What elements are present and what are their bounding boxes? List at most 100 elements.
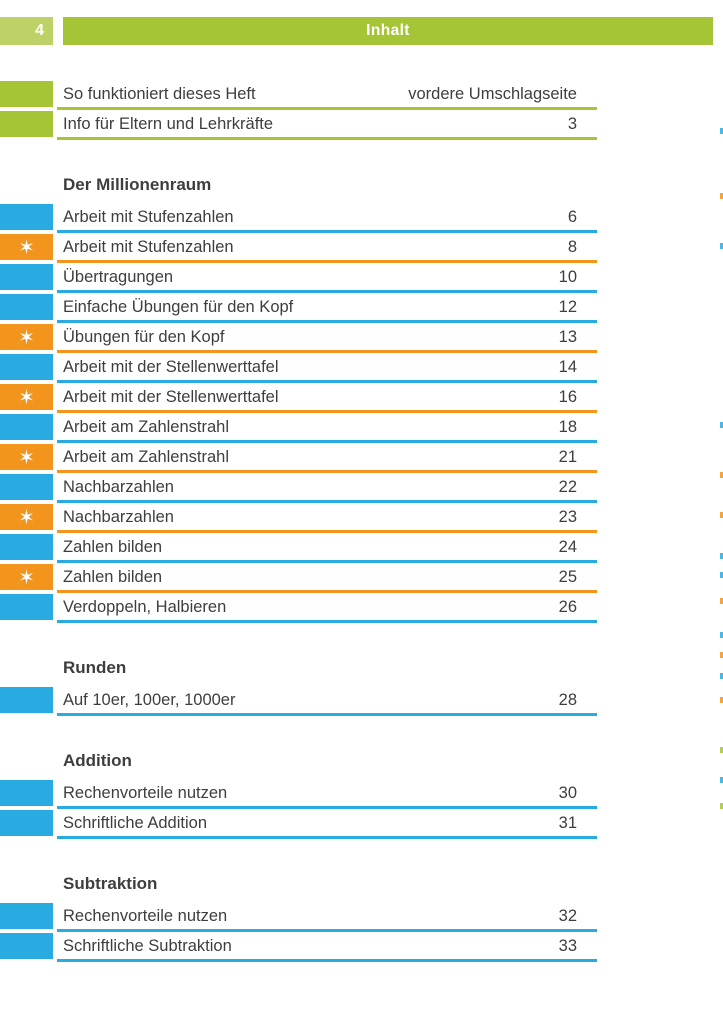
row-underline bbox=[57, 137, 597, 140]
row-tab: ✶ bbox=[0, 444, 53, 470]
row-label: Übungen für den Kopf bbox=[63, 328, 225, 346]
toc-row: So funktioniert dieses Heft vordere Umsc… bbox=[0, 81, 597, 111]
section-title: Der Millionenraum bbox=[63, 175, 212, 194]
row-tab bbox=[0, 204, 53, 230]
toc-row: Auf 10er, 100er, 1000er 28 bbox=[0, 687, 597, 717]
row-tab bbox=[0, 933, 53, 959]
section-title: Runden bbox=[63, 658, 127, 677]
row-page-number: 3 bbox=[567, 115, 577, 133]
section-rows: Rechenvorteile nutzen 32 Schriftliche Su… bbox=[0, 903, 597, 963]
section-title: Addition bbox=[63, 751, 132, 770]
row-label: So funktioniert dieses Heft bbox=[63, 85, 256, 103]
row-underline bbox=[57, 350, 597, 353]
page-number: 4 bbox=[35, 22, 44, 39]
star-icon: ✶ bbox=[18, 565, 35, 589]
toc-row: ✶ Arbeit am Zahlenstrahl 21 bbox=[0, 444, 597, 474]
row-underline bbox=[57, 107, 597, 110]
row-label: Arbeit am Zahlenstrahl bbox=[63, 418, 229, 436]
star-icon: ✶ bbox=[18, 235, 35, 259]
row-page-number: 33 bbox=[558, 937, 577, 955]
row-underline bbox=[57, 959, 597, 962]
star-icon: ✶ bbox=[18, 505, 35, 529]
row-label: Rechenvorteile nutzen bbox=[63, 784, 228, 802]
row-underline bbox=[57, 320, 597, 323]
row-page-number: 32 bbox=[558, 907, 577, 925]
row-label: Arbeit am Zahlenstrahl bbox=[63, 448, 229, 466]
row-tab bbox=[0, 264, 53, 290]
row-label: Arbeit mit Stufenzahlen bbox=[63, 208, 234, 226]
page-title: Inhalt bbox=[366, 22, 410, 39]
row-tab bbox=[0, 354, 53, 380]
row-tab: ✶ bbox=[0, 324, 53, 350]
row-page-number: 25 bbox=[558, 568, 577, 586]
sections: Der Millionenraum Arbeit mit Stufenzahle… bbox=[0, 175, 597, 963]
toc-row: Info für Eltern und Lehrkräfte 3 bbox=[0, 111, 597, 141]
page-header: 4 Inhalt bbox=[0, 17, 713, 45]
toc-section: Runden Auf 10er, 100er, 1000er 28 bbox=[0, 658, 597, 717]
row-page-number: 21 bbox=[558, 448, 577, 466]
row-underline bbox=[57, 500, 597, 503]
star-icon: ✶ bbox=[18, 445, 35, 469]
toc-row: ✶ Nachbarzahlen 23 bbox=[0, 504, 597, 534]
row-underline bbox=[57, 590, 597, 593]
toc-row: ✶ Übungen für den Kopf 13 bbox=[0, 324, 597, 354]
row-underline bbox=[57, 713, 597, 716]
row-page-number: 28 bbox=[558, 691, 577, 709]
row-tab bbox=[0, 474, 53, 500]
row-tab bbox=[0, 594, 53, 620]
row-label: Arbeit mit der Stellenwerttafel bbox=[63, 358, 279, 376]
row-label: Rechenvorteile nutzen bbox=[63, 907, 228, 925]
row-tab bbox=[0, 780, 53, 806]
row-label: Zahlen bilden bbox=[63, 538, 163, 556]
row-label: Schriftliche Subtraktion bbox=[63, 937, 232, 955]
toc-row: ✶ Zahlen bilden 25 bbox=[0, 564, 597, 594]
row-underline bbox=[57, 230, 597, 233]
row-underline bbox=[57, 440, 597, 443]
row-label: Nachbarzahlen bbox=[63, 478, 174, 496]
intro-rows: So funktioniert dieses Heft vordere Umsc… bbox=[0, 81, 597, 141]
row-label: Auf 10er, 100er, 1000er bbox=[63, 691, 236, 709]
star-icon: ✶ bbox=[18, 325, 35, 349]
row-label: Nachbarzahlen bbox=[63, 508, 174, 526]
row-label: Info für Eltern und Lehrkräfte bbox=[63, 115, 274, 133]
row-underline bbox=[57, 260, 597, 263]
section-rows: Arbeit mit Stufenzahlen 6 ✶ Arbeit mit S… bbox=[0, 204, 597, 624]
row-tab bbox=[0, 81, 53, 107]
toc-row: Rechenvorteile nutzen 32 bbox=[0, 903, 597, 933]
toc-row: Schriftliche Addition 31 bbox=[0, 810, 597, 840]
row-underline bbox=[57, 290, 597, 293]
row-page-number: 8 bbox=[567, 238, 577, 256]
table-of-contents: So funktioniert dieses Heft vordere Umsc… bbox=[0, 81, 597, 963]
row-label: Einfache Übungen für den Kopf bbox=[63, 298, 294, 316]
toc-row: Rechenvorteile nutzen 30 bbox=[0, 780, 597, 810]
toc-section: Der Millionenraum Arbeit mit Stufenzahle… bbox=[0, 175, 597, 624]
row-underline bbox=[57, 806, 597, 809]
toc-row: ✶ Arbeit mit der Stellenwerttafel 16 bbox=[0, 384, 597, 414]
row-label: Übertragungen bbox=[63, 268, 174, 286]
row-tab: ✶ bbox=[0, 564, 53, 590]
toc-row: Nachbarzahlen 22 bbox=[0, 474, 597, 504]
row-page-number: 26 bbox=[558, 598, 577, 616]
header-bar: Inhalt bbox=[63, 17, 713, 45]
row-underline bbox=[57, 836, 597, 839]
row-label: Arbeit mit der Stellenwerttafel bbox=[63, 388, 279, 406]
row-tab bbox=[0, 294, 53, 320]
toc-row: ✶ Arbeit mit Stufenzahlen 8 bbox=[0, 234, 597, 264]
toc-row: Arbeit mit der Stellenwerttafel 14 bbox=[0, 354, 597, 384]
row-underline bbox=[57, 530, 597, 533]
row-tab: ✶ bbox=[0, 504, 53, 530]
section-title: Subtraktion bbox=[63, 874, 158, 893]
row-underline bbox=[57, 470, 597, 473]
toc-row: Übertragungen 10 bbox=[0, 264, 597, 294]
toc-row: Arbeit am Zahlenstrahl 18 bbox=[0, 414, 597, 444]
row-underline bbox=[57, 929, 597, 932]
toc-row: Schriftliche Subtraktion 33 bbox=[0, 933, 597, 963]
row-page-number: 22 bbox=[558, 478, 577, 496]
row-page-number: 31 bbox=[558, 814, 577, 832]
row-page-number: 10 bbox=[558, 268, 577, 286]
toc-row: Verdoppeln, Halbieren 26 bbox=[0, 594, 597, 624]
row-tab bbox=[0, 534, 53, 560]
row-page-number: 18 bbox=[558, 418, 577, 436]
row-page-number: 14 bbox=[558, 358, 577, 376]
